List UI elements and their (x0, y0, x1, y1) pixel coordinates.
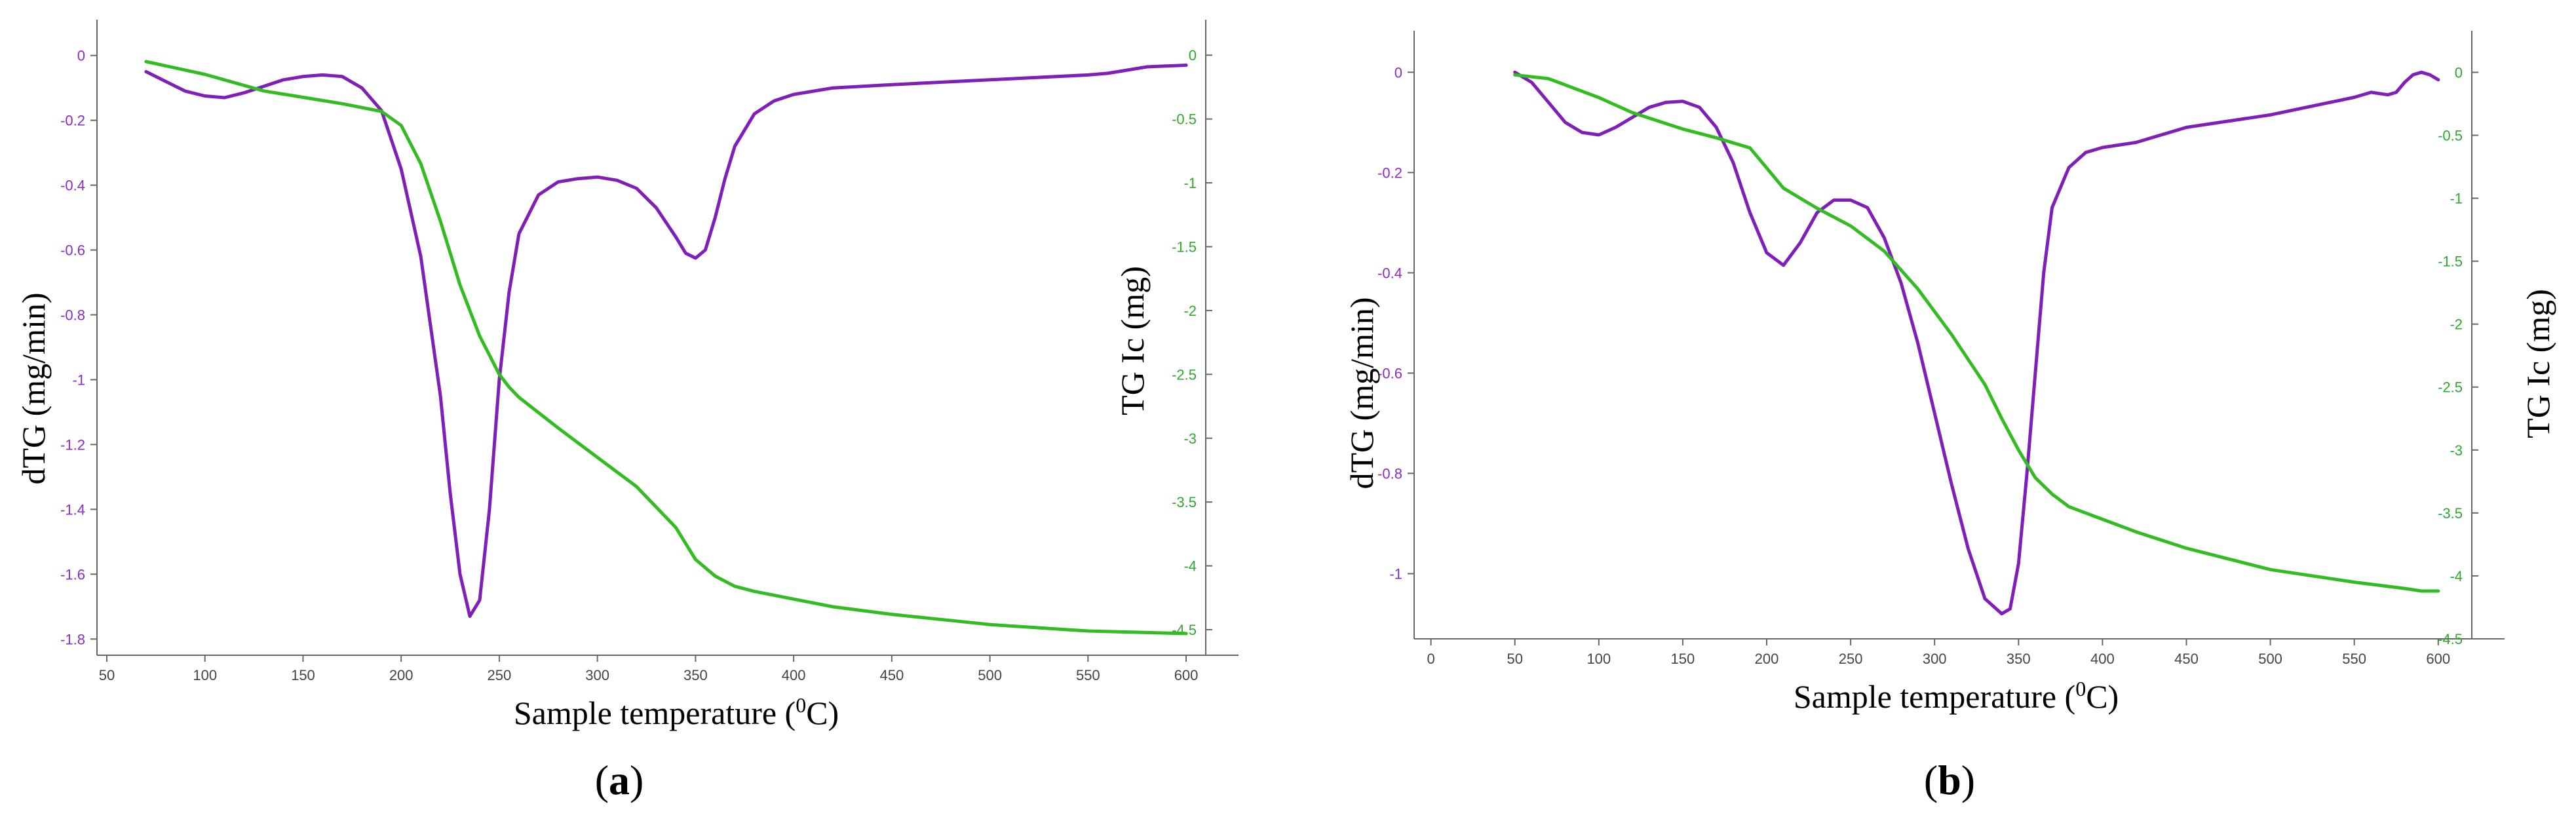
panel-a-x-tick-label: 550 (1076, 667, 1100, 683)
panel-b-x-tick-label: 600 (2426, 651, 2450, 667)
panel-b-x-tick-label: 450 (2174, 651, 2199, 667)
panel-a-y-tick-label: -1.4 (60, 501, 85, 518)
panel-b-y2-tick-label: 0 (2455, 64, 2463, 81)
panel-a-x-tick-label: 350 (683, 667, 708, 683)
panel-a-x-tick-label: 200 (389, 667, 413, 683)
panel-b-dtg-series-line (1513, 70, 2440, 616)
panel-b-y-tick-label: -0.2 (1377, 164, 1402, 181)
panel-b-x-tick-label: 200 (1755, 651, 1779, 667)
panel-b-x-tick-label: 250 (1839, 651, 1863, 667)
panel-a-y2-tick-label: -2 (1183, 303, 1197, 319)
panel-b: 0 50 100 150 200 250 300 350 400 450 500 550 600 0 -0.… (1343, 31, 2556, 803)
panel-b-x-tick-label: 50 (1507, 651, 1522, 667)
panel-b-y2-tick-label: -1.5 (2438, 254, 2463, 270)
panel-a: 50 100 150 200 250 300 350 400 450 500 550 600 0 -0.2… (15, 20, 1239, 803)
panel-a-x-tick-label: 450 (879, 667, 904, 683)
panel-a-y-tick-label: -1.8 (60, 631, 85, 647)
panel-b-y2-tick-label: -2 (2450, 316, 2463, 333)
panel-b-y-tick-label: -0.6 (1377, 365, 1402, 381)
panel-a-y-tick-label: -1 (72, 372, 85, 388)
panel-a-x-tick-label: 500 (978, 667, 1002, 683)
panel-a-y-tick-label: 0 (77, 48, 85, 64)
panel-b-xlabel-sup: 0 (2075, 677, 2086, 700)
panel-a-y2-tick-label: -2.5 (1172, 366, 1197, 383)
panel-b-ylabel: dTG (mg/min) (1343, 297, 1380, 489)
panel-a-dtg-series-line (144, 64, 1188, 619)
panel-a-x-tick-label: 300 (585, 667, 609, 683)
panel-a-x-tick-label: 50 (99, 667, 115, 683)
panel-a-y-tick-label: -0.6 (60, 242, 85, 259)
panel-b-marks: 0 50 100 150 200 250 300 350 400 450 500 550 600 0 -0.… (1377, 31, 2505, 667)
panel-a-y2-tick-label: 0 (1189, 47, 1197, 64)
panel-b-xlabel-main: Sample temperature ( (1794, 678, 2075, 715)
panel-a-xlabel: Sample temperature (0C) (514, 693, 839, 731)
panel-a-y-tick-label: -0.8 (60, 307, 85, 323)
panel-a-ylabel: dTG (mg/min) (15, 292, 52, 484)
panel-b-x-tick-label: 300 (1923, 651, 1947, 667)
panel-b-y2-tick-label: -3.5 (2438, 505, 2463, 522)
panel-b-label: (b) (1924, 757, 1975, 803)
panel-a-y2-tick-label: -3.5 (1172, 494, 1197, 510)
panel-a-x-tick-label: 250 (488, 667, 512, 683)
panel-a-label: (a) (595, 757, 644, 803)
panel-b-xlabel-end: C) (2086, 678, 2119, 715)
panel-a-xlabel-end: C) (806, 695, 839, 731)
panel-b-y-tick-label: -1 (1389, 566, 1402, 582)
panel-a-xlabel-sup: 0 (796, 693, 806, 717)
panel-a-y2-tick-label: -4.5 (1172, 622, 1197, 638)
panel-a-y2-tick-label: -3 (1183, 430, 1197, 447)
panel-b-label-letter: b (1938, 757, 1961, 803)
panel-a-y2-tick-label: -1.5 (1172, 239, 1197, 255)
panel-b-y-tick-label: -0.8 (1377, 465, 1402, 482)
panel-a-x-tick-label: 400 (782, 667, 806, 683)
panel-b-y2label: TG Ic (mg) (2520, 289, 2556, 438)
panel-b-x-tick-label: 150 (1671, 651, 1695, 667)
panel-b-y2-tick-label: -2.5 (2438, 379, 2463, 396)
panel-b-y2-tick-label: -0.5 (2438, 127, 2463, 143)
panel-b-x-tick-label: 0 (1427, 651, 1434, 667)
panel-a-x-tick-label: 600 (1174, 667, 1199, 683)
panel-a-y2-tick-label: -1 (1183, 175, 1197, 191)
panel-b-y2-tick-label: -3 (2450, 442, 2463, 459)
panel-a-y-tick-label: -0.4 (60, 178, 85, 194)
panel-b-x-tick-label: 500 (2258, 651, 2282, 667)
panel-a-y2-tick-label: -4 (1183, 558, 1197, 575)
panel-a-tg-series-line (144, 60, 1188, 636)
panel-a-marks: 50 100 150 200 250 300 350 400 450 500 550 600 0 -0.2… (60, 20, 1239, 683)
panel-a-xlabel-main: Sample temperature ( (514, 695, 796, 731)
panel-b-y2-tick-label: -4.5 (2438, 631, 2463, 647)
panel-b-x-tick-label: 350 (2007, 651, 2031, 667)
panel-a-x-tick-label: 100 (193, 667, 217, 683)
panel-b-x-tick-label: 550 (2342, 651, 2366, 667)
panel-a-y2-tick-label: -0.5 (1172, 111, 1197, 128)
panel-a-x-tick-label: 150 (291, 667, 315, 683)
panel-a-y-tick-label: -1.6 (60, 566, 85, 582)
panel-b-x-tick-label: 100 (1586, 651, 1611, 667)
panel-a-y-tick-label: -1.2 (60, 436, 85, 453)
panel-b-y-tick-label: 0 (1394, 64, 1402, 81)
panel-b-y2-tick-label: -4 (2450, 568, 2463, 584)
panel-b-y2-tick-label: -1 (2450, 191, 2463, 207)
panel-a-y2label: TG Ic (mg) (1114, 266, 1151, 415)
panel-b-tg-series-line (1513, 73, 2440, 593)
panel-b-xlabel: Sample temperature (0C) (1794, 677, 2119, 715)
panel-b-y-tick-label: -0.4 (1377, 265, 1402, 281)
panel-b-x-tick-label: 400 (2090, 651, 2115, 667)
panel-a-label-letter: a (609, 757, 630, 803)
panel-a-y-tick-label: -0.2 (60, 113, 85, 129)
